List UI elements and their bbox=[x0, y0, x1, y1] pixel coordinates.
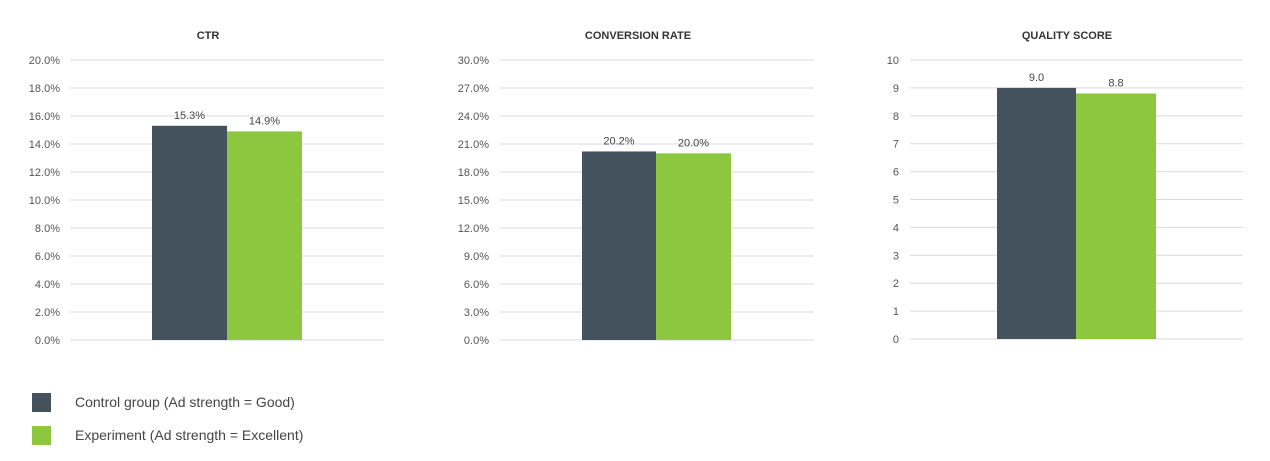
chart-1-data-label: 14.9% bbox=[249, 115, 280, 127]
chart-1-tick-label: 18.0% bbox=[29, 83, 60, 95]
chart-2-data-label: 20.0% bbox=[678, 137, 709, 149]
legend-label-control: Control group (Ad strength = Good) bbox=[75, 394, 295, 410]
chart-3-tick-label: 9 bbox=[893, 83, 899, 95]
chart-3-tick-label: 1 bbox=[893, 306, 899, 318]
chart-1-tick-label: 10.0% bbox=[29, 195, 60, 207]
chart-1-tick-label: 6.0% bbox=[35, 251, 60, 263]
chart-2-tick-label: 3.0% bbox=[464, 307, 489, 319]
chart-1-tick-label: 16.0% bbox=[29, 111, 60, 123]
chart-3-tick-label: 0 bbox=[893, 334, 899, 346]
chart-2-bar-experiment bbox=[656, 153, 731, 340]
chart-1-tick-label: 4.0% bbox=[35, 279, 60, 291]
chart-3-tick-label: 4 bbox=[893, 222, 899, 234]
chart-3-tick-label: 3 bbox=[893, 250, 899, 262]
chart-1-data-label: 15.3% bbox=[174, 110, 205, 122]
chart-2-tick-label: 15.0% bbox=[458, 195, 489, 207]
chart-1-tick-label: 20.0% bbox=[29, 55, 60, 67]
chart-1-tick-label: 14.0% bbox=[29, 139, 60, 151]
chart-2-tick-label: 0.0% bbox=[464, 335, 489, 347]
chart-2-title: CONVERSION RATE bbox=[585, 30, 691, 42]
legend-swatch-control bbox=[32, 393, 51, 412]
chart-1-tick-label: 2.0% bbox=[35, 307, 60, 319]
chart-3-tick-label: 6 bbox=[893, 167, 899, 179]
chart-3-data-label: 9.0 bbox=[1029, 72, 1044, 84]
chart-3-tick-label: 10 bbox=[887, 55, 899, 67]
chart-3-title: QUALITY SCORE bbox=[1022, 30, 1112, 42]
chart-2-tick-label: 12.0% bbox=[458, 223, 489, 235]
chart-1-tick-label: 8.0% bbox=[35, 223, 60, 235]
chart-2-tick-label: 21.0% bbox=[458, 139, 489, 151]
chart-3-bar-control bbox=[997, 87, 1076, 340]
chart-2-tick-label: 18.0% bbox=[458, 167, 489, 179]
chart-3-tick-label: 7 bbox=[893, 139, 899, 151]
legend-swatch-experiment bbox=[32, 426, 51, 445]
chart-1-tick-label: 0.0% bbox=[35, 335, 60, 347]
chart-2-tick-label: 30.0% bbox=[458, 55, 489, 67]
chart-2-bar-control bbox=[582, 151, 656, 340]
legend-label-experiment: Experiment (Ad strength = Excellent) bbox=[75, 427, 304, 443]
chart-3-bar-experiment bbox=[1076, 93, 1156, 339]
chart-2-data-label: 20.2% bbox=[603, 135, 634, 147]
chart-1-title: CTR bbox=[197, 30, 220, 42]
bar-charts: CTR0.0%2.0%4.0%6.0%8.0%10.0%12.0%14.0%16… bbox=[29, 30, 1243, 347]
chart-2-tick-label: 27.0% bbox=[458, 83, 489, 95]
chart-1-tick-label: 12.0% bbox=[29, 167, 60, 179]
chart-2-tick-label: 9.0% bbox=[464, 251, 489, 263]
chart-2-tick-label: 6.0% bbox=[464, 279, 489, 291]
chart-3-tick-label: 8 bbox=[893, 111, 899, 123]
chart-3-tick-label: 5 bbox=[893, 195, 899, 207]
chart-2-tick-label: 24.0% bbox=[458, 111, 489, 123]
chart-3-data-label: 8.8 bbox=[1108, 77, 1123, 89]
chart-3-tick-label: 2 bbox=[893, 278, 899, 290]
chart-1-bar-control bbox=[152, 125, 227, 340]
chart-1-bar-experiment bbox=[227, 131, 302, 340]
